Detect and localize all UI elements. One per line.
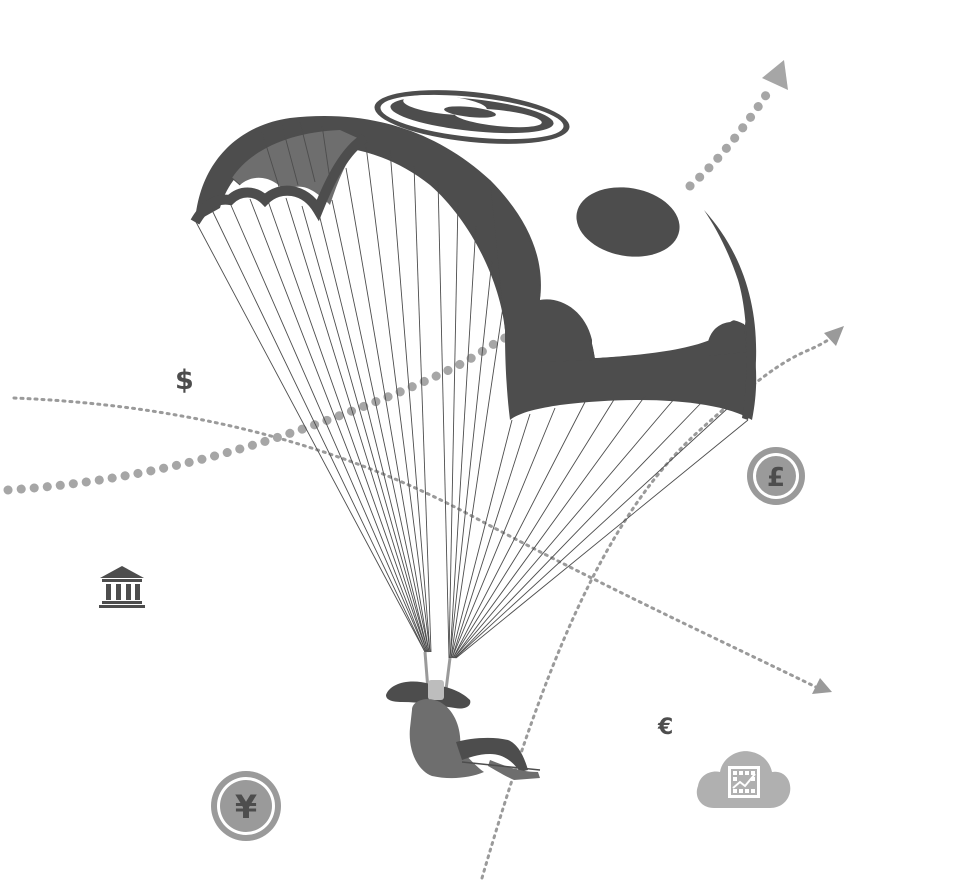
trajectory-lines [3,60,844,880]
euro-symbol: € [657,715,673,740]
cloud-chart-icon [696,751,791,808]
paraglider-canopy [190,115,757,420]
yen-coin-icon: ¥ [211,771,281,841]
arrowhead-right [812,678,832,694]
svg-text:£: £ [767,463,785,493]
thick-dotted-line-top [685,81,777,191]
suspension-lines [195,121,749,659]
bank-icon [99,566,145,608]
arrowhead-top [762,60,788,90]
logo-icon [374,90,570,144]
thin-dotted-line-up [480,334,836,880]
svg-text:¥: ¥ [235,788,257,826]
dollar-symbol: $ [175,365,194,396]
arrowhead-up-right [824,326,844,346]
pilot [386,651,541,780]
pound-coin-icon: £ [747,447,805,505]
thick-dotted-line [3,333,510,495]
thin-dotted-line-right [12,396,824,692]
